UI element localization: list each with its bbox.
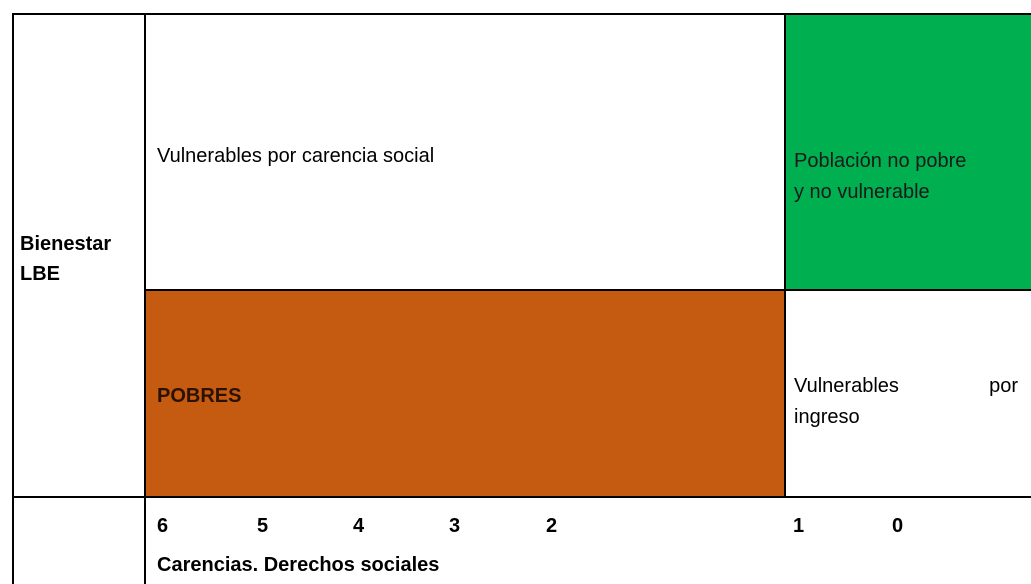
cell-text: Población no pobre — [794, 150, 967, 172]
axis-number: 2 — [546, 515, 558, 537]
row-label: LBE — [20, 263, 60, 285]
axis-number: 4 — [353, 515, 365, 537]
axis-number: 0 — [892, 515, 904, 537]
green-cell — [785, 14, 1031, 290]
cell-text: Vulnerables por carencia social — [157, 145, 435, 167]
border — [12, 13, 14, 584]
axis-number: 6 — [157, 515, 169, 537]
cell-text: POBRES — [157, 385, 242, 407]
border — [145, 289, 1031, 291]
axis-number: 3 — [449, 515, 461, 537]
border — [12, 13, 1031, 15]
border — [12, 496, 1031, 498]
cell-text: Vulnerables por — [794, 371, 1018, 402]
word: por — [989, 375, 1018, 397]
border — [144, 13, 146, 584]
axis-number: 5 — [257, 515, 269, 537]
row-label: Bienestar — [20, 233, 112, 255]
border — [784, 13, 786, 497]
orange-cell — [145, 290, 785, 497]
cell-text: y no vulnerable — [794, 181, 930, 203]
word: Vulnerables — [794, 375, 899, 397]
axis-number: 1 — [793, 515, 805, 537]
cell-text: ingreso — [794, 406, 860, 428]
axis-label: Carencias. Derechos sociales — [157, 554, 440, 576]
